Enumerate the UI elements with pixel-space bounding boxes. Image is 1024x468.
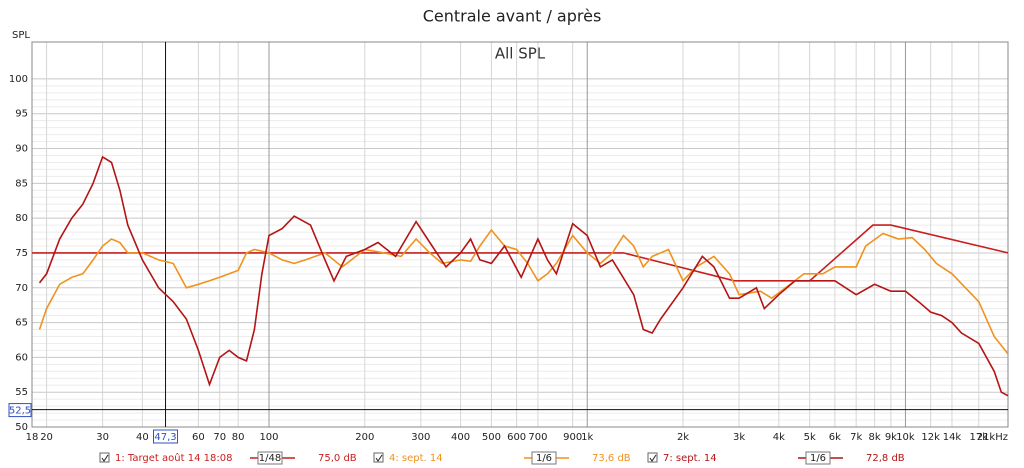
x-tick-label: 300 [411,432,430,443]
chart-subtitle: All SPL [495,45,546,63]
legend-check [649,454,657,462]
x-tick-label: 21kHz [977,432,1008,443]
y-tick-label: 75 [15,248,28,259]
x-tick-label: 200 [355,432,374,443]
x-tick-label: 500 [482,432,501,443]
y-tick-label: 100 [9,74,28,85]
x-tick-label: 3k [733,432,745,443]
x-tick-label: 18 [26,432,39,443]
legend-level: 72,8 dB [866,453,905,464]
x-tick-label: 4k [773,432,785,443]
x-tick-label: 17k [970,432,989,443]
x-tick-label: 9k [885,432,897,443]
legend-checkbox[interactable] [647,452,658,463]
chart-title: Centrale avant / après [423,7,602,26]
cursor-y-label: 52,5 [9,406,31,417]
x-tick-label: 70 [213,432,226,443]
legend-checkbox[interactable] [373,452,384,463]
x-tick-label: 900 [563,432,582,443]
y-tick-label: 55 [15,387,28,398]
x-tick-label: 6k [829,432,841,443]
legend-name: 1: Target août 14 18:08 [115,452,232,464]
cursor-x-label: 47,3 [154,432,176,443]
y-tick-label: 90 [15,144,28,155]
x-tick-label: 1k [581,432,593,443]
legend-check [101,454,109,462]
x-tick-label: 7k [850,432,862,443]
x-tick-label: 400 [451,432,470,443]
x-tick-label: 14k [943,432,962,443]
legend-smoothing: 1/6 [536,453,552,464]
x-tick-label: 700 [528,432,547,443]
y-tick-label: 65 [15,318,28,329]
legend-level: 75,0 dB [318,453,357,464]
legend-name: 7: sept. 14 [663,453,717,464]
cursor-x-box [153,429,179,444]
x-tick-label: 5k [804,432,816,443]
legend-level: 73,6 dB [592,453,631,464]
plot-border [31,41,1009,428]
x-tick-label: 10k [896,432,915,443]
legend-smoothing: 1/6 [810,453,826,464]
x-tick-label: 2k [677,432,689,443]
y-tick-label: 60 [15,352,28,363]
x-tick-label: 80 [232,432,245,443]
legend-smoothing: 1/48 [259,453,281,464]
y-tick-label: 50 [15,422,28,433]
y-tick-label: 80 [15,213,28,224]
y-tick-label: 70 [15,283,28,294]
x-tick-label: 600 [507,432,526,443]
x-tick-label: 40 [136,432,149,443]
legend-smoothing-box [805,451,831,465]
cursor-y-box [8,403,32,418]
y-axis-label: SPL [12,30,30,41]
x-tick-label: 20 [40,432,53,443]
x-tick-label: 30 [96,432,109,443]
series-line [38,155,1009,397]
legend-checkbox[interactable] [99,452,110,463]
y-tick-label: 85 [15,178,28,189]
legend-smoothing-box [531,451,557,465]
x-tick-label: 60 [192,432,205,443]
x-tick-label: 8k [869,432,881,443]
x-tick-label: 12k [921,432,940,443]
y-tick-label: 95 [15,109,28,120]
legend-smoothing-box [257,451,283,465]
x-tick-label: 100 [259,432,278,443]
legend-name: 4: sept. 14 [389,453,443,464]
legend-check [375,454,383,462]
